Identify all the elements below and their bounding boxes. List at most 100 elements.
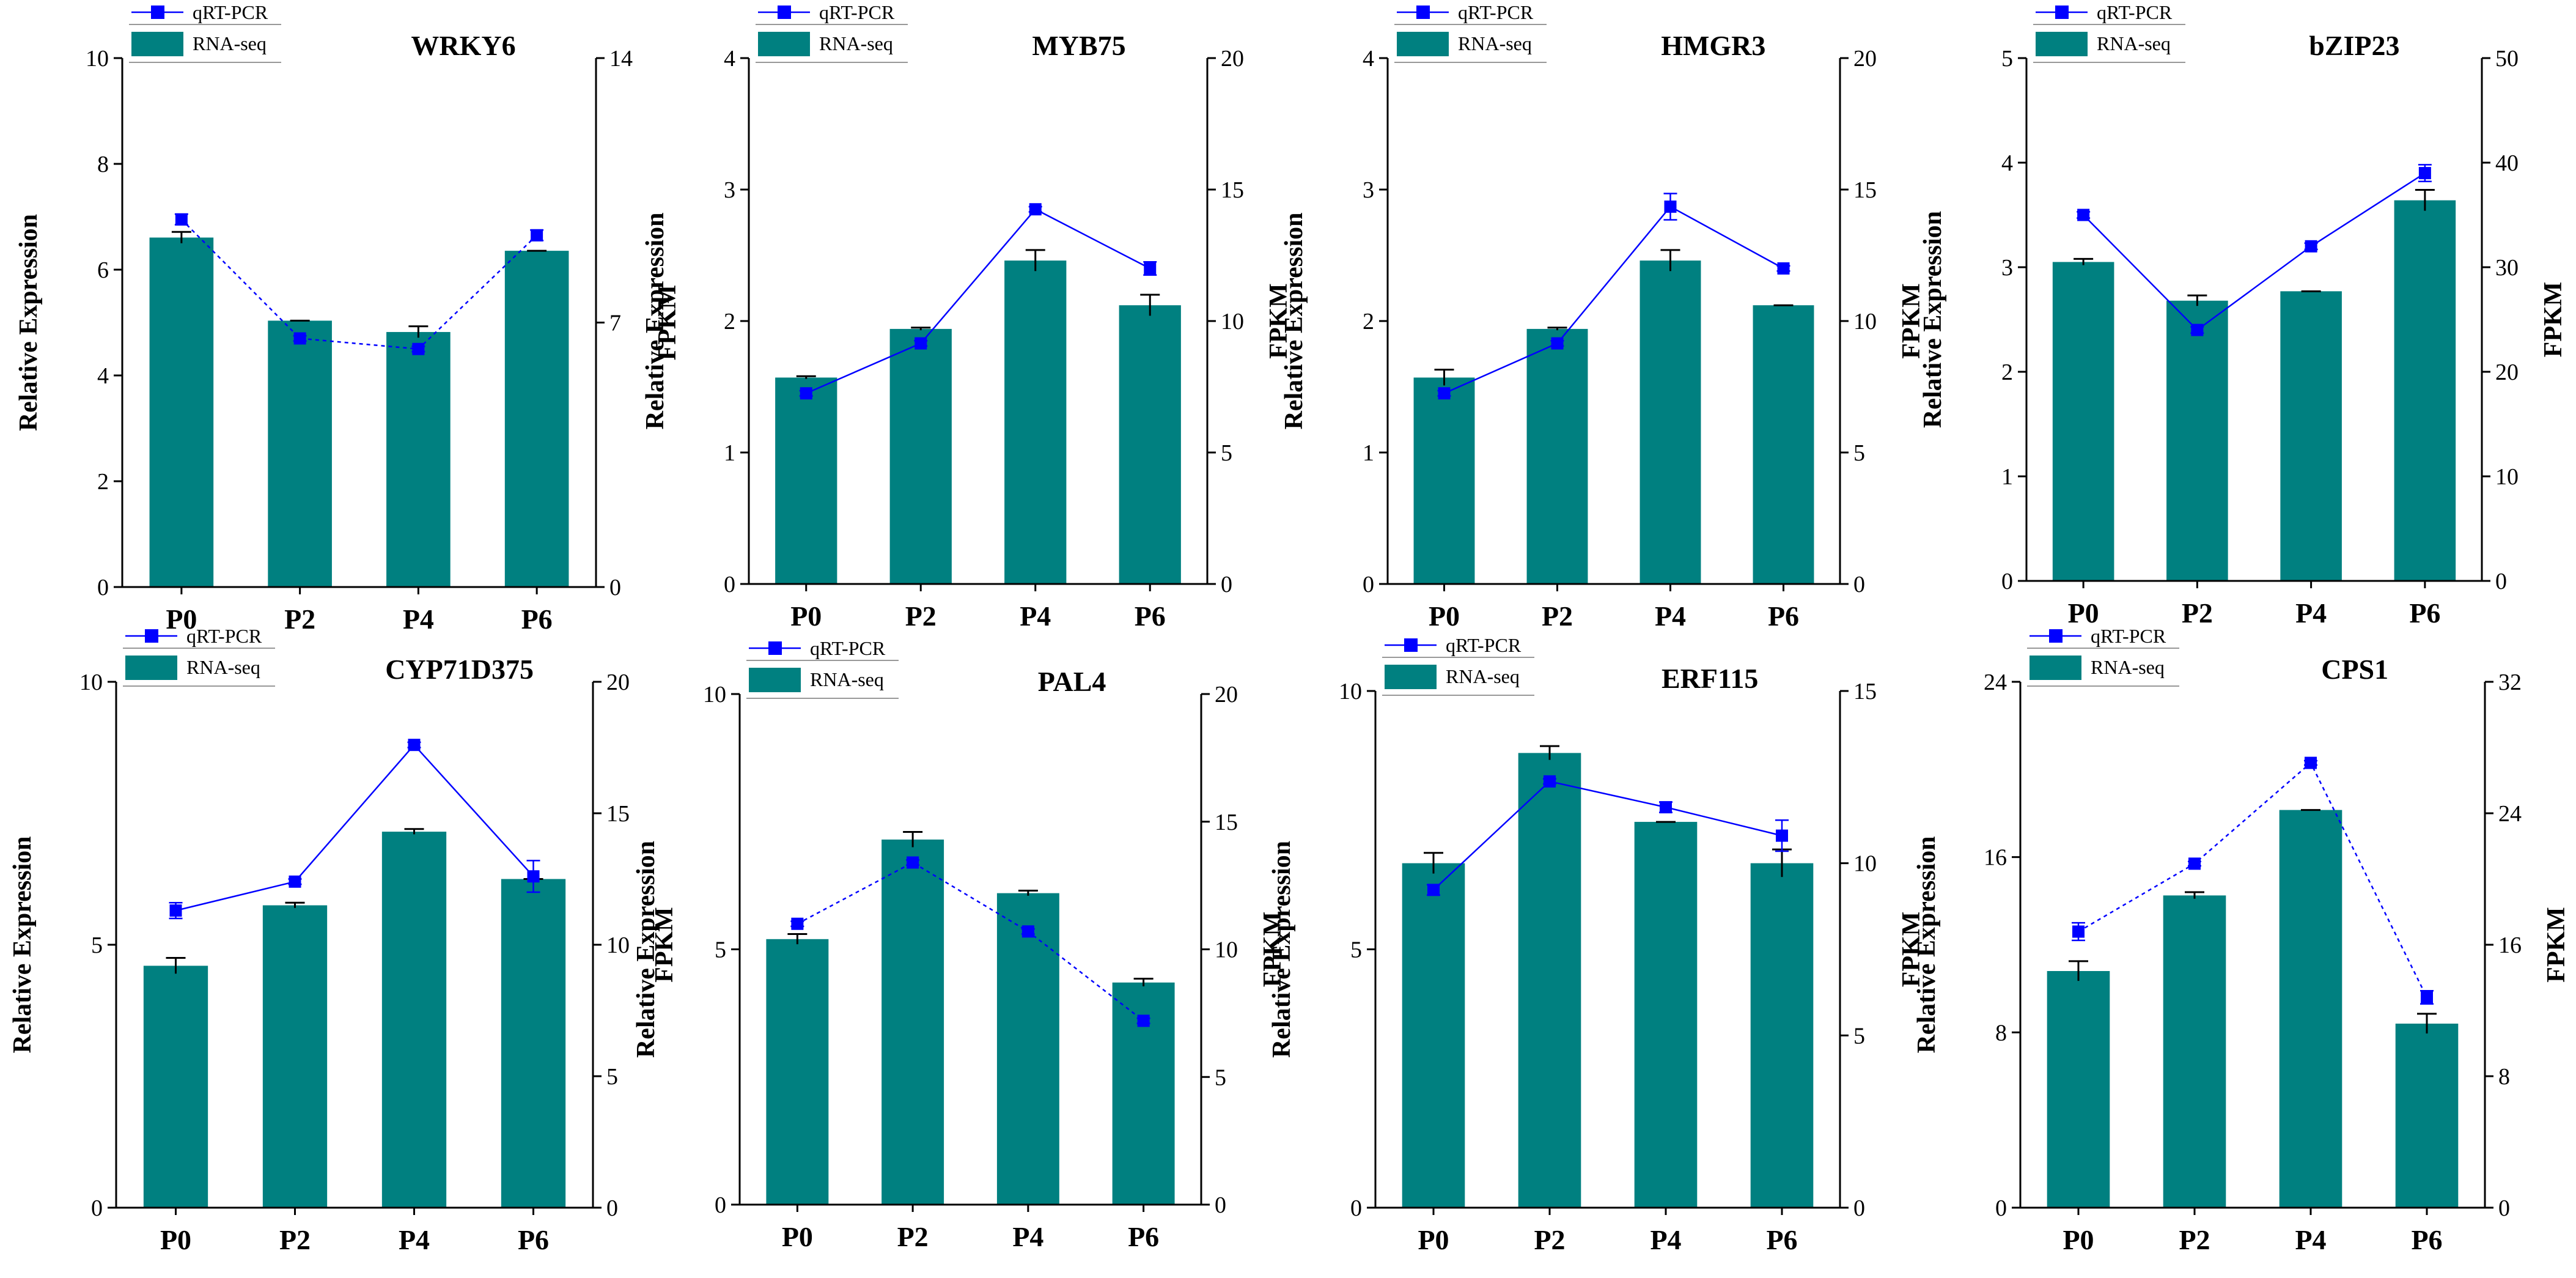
left-tick-label: 5 bbox=[91, 933, 103, 958]
point-p0 bbox=[2072, 925, 2085, 938]
left-tick-label: 2 bbox=[97, 469, 109, 495]
chart-title: bZIP23 bbox=[2309, 30, 2399, 61]
legend-label-qrt-pcr: qRT-PCR bbox=[1446, 634, 1522, 656]
legend-label-rna-seq: RNA-seq bbox=[193, 32, 267, 54]
right-tick-label: 20 bbox=[1221, 46, 1244, 72]
left-axis-title: Relative Expression bbox=[1268, 841, 1296, 1058]
legend-marker bbox=[2049, 629, 2063, 643]
category-label-p6: P6 bbox=[1135, 600, 1166, 632]
point-p4 bbox=[412, 342, 425, 355]
right-tick-label: 16 bbox=[2498, 933, 2522, 958]
category-label-p6: P6 bbox=[2411, 1224, 2442, 1255]
qrt-pcr-line bbox=[2083, 172, 2426, 331]
category-label-p4: P4 bbox=[399, 1224, 430, 1255]
right-tick-label: 7 bbox=[609, 311, 621, 336]
right-axis-title: FPKM bbox=[1259, 912, 1287, 988]
point-p0 bbox=[1438, 387, 1451, 400]
left-tick-label: 8 bbox=[97, 152, 109, 177]
right-axis-title: FPKM bbox=[1897, 283, 1926, 359]
bar-p4 bbox=[1004, 260, 1067, 585]
right-tick-label: 10 bbox=[2495, 464, 2519, 490]
category-label-p4: P4 bbox=[2295, 597, 2327, 629]
legend-label-qrt-pcr: qRT-PCR bbox=[186, 625, 262, 647]
category-label-p6: P6 bbox=[1768, 600, 1799, 632]
right-tick-label: 30 bbox=[2495, 255, 2519, 281]
category-label-p6: P6 bbox=[521, 604, 553, 635]
left-tick-label: 4 bbox=[724, 46, 735, 72]
right-tick-label: 0 bbox=[1221, 572, 1232, 597]
bar-p4 bbox=[996, 893, 1059, 1205]
point-p0 bbox=[2077, 209, 2090, 221]
category-label-p6: P6 bbox=[1766, 1224, 1797, 1255]
point-p6 bbox=[1777, 262, 1790, 275]
left-tick-label: 0 bbox=[1350, 1195, 1362, 1221]
legend-label-qrt-pcr: qRT-PCR bbox=[1458, 1, 1534, 23]
qrt-pcr-line bbox=[1443, 205, 1784, 394]
right-tick-label: 10 bbox=[1853, 851, 1877, 877]
legend-marker bbox=[768, 641, 782, 655]
legend-marker bbox=[145, 629, 158, 643]
category-label-p0: P0 bbox=[1418, 1224, 1449, 1255]
legend-marker bbox=[151, 6, 164, 19]
right-tick-label: 0 bbox=[2498, 1195, 2510, 1221]
chart-title: CYP71D375 bbox=[385, 654, 534, 685]
left-tick-label: 1 bbox=[1363, 440, 1374, 466]
category-label-p0: P0 bbox=[782, 1221, 813, 1252]
chart-title: PAL4 bbox=[1038, 666, 1106, 697]
right-tick-label: 0 bbox=[1853, 572, 1865, 597]
legend-label-rna-seq: RNA-seq bbox=[1458, 32, 1532, 54]
category-label-p4: P4 bbox=[403, 604, 434, 635]
right-tick-label: 5 bbox=[1221, 440, 1232, 466]
right-tick-label: 5 bbox=[1215, 1065, 1226, 1090]
category-label-p2: P2 bbox=[897, 1221, 929, 1252]
legend-bar-swatch bbox=[125, 656, 177, 680]
point-p0 bbox=[791, 917, 804, 930]
chart-title: ERF115 bbox=[1662, 663, 1758, 694]
left-tick-label: 1 bbox=[724, 440, 735, 466]
left-tick-label: 5 bbox=[715, 937, 726, 963]
chart-title: WRKY6 bbox=[411, 30, 515, 61]
right-tick-label: 0 bbox=[2495, 569, 2507, 594]
left-axis-title: Relative Expression bbox=[641, 212, 669, 429]
chart-title: HMGR3 bbox=[1661, 30, 1765, 61]
point-p2 bbox=[289, 875, 301, 888]
left-tick-label: 3 bbox=[2001, 255, 2013, 281]
bar-p6 bbox=[1753, 305, 1814, 584]
left-tick-label: 3 bbox=[724, 177, 735, 203]
legend-bar-swatch bbox=[758, 32, 810, 56]
qrt-pcr-line bbox=[175, 744, 534, 912]
right-tick-label: 0 bbox=[1215, 1192, 1226, 1218]
chart-panel-cps1: 0 8 16 24 0 8 16 24 32 P0 P2 P4 P6 Relative Expressio… bbox=[1913, 625, 2570, 1255]
category-label-p2: P2 bbox=[284, 604, 315, 635]
right-tick-label: 15 bbox=[1853, 679, 1877, 704]
left-tick-label: 6 bbox=[97, 257, 109, 283]
chart-panel-erf115: 0 5 10 0 5 10 15 P0 P2 P4 P6 Relative Expression FPK… bbox=[1268, 634, 1926, 1255]
category-label-p2: P2 bbox=[1534, 1224, 1565, 1255]
legend-bar-swatch bbox=[2030, 656, 2081, 680]
point-p4 bbox=[1029, 203, 1042, 216]
left-tick-label: 10 bbox=[1339, 679, 1362, 704]
point-p4 bbox=[408, 739, 421, 752]
right-axis-title: FPKM bbox=[1265, 283, 1293, 359]
category-label-p6: P6 bbox=[518, 1224, 549, 1255]
qrt-pcr-line bbox=[1433, 780, 1783, 891]
right-axis-title: FPKM bbox=[2542, 907, 2570, 983]
legend-marker bbox=[1404, 638, 1418, 652]
category-label-p2: P2 bbox=[1542, 600, 1573, 632]
legend-label-qrt-pcr: qRT-PCR bbox=[819, 1, 895, 23]
left-tick-label: 24 bbox=[1984, 670, 2007, 695]
left-tick-label: 4 bbox=[2001, 150, 2013, 176]
bar-p4 bbox=[381, 832, 447, 1208]
bar-p4 bbox=[386, 331, 451, 587]
left-tick-label: 1 bbox=[2001, 464, 2013, 490]
category-label-p2: P2 bbox=[279, 1224, 311, 1255]
point-p2 bbox=[914, 337, 927, 350]
bar-p2 bbox=[1518, 753, 1581, 1208]
right-tick-label: 10 bbox=[1853, 309, 1877, 334]
qrt-pcr-line bbox=[797, 862, 1144, 1022]
left-tick-label: 8 bbox=[1995, 1020, 2007, 1046]
left-tick-label: 10 bbox=[86, 46, 109, 72]
left-tick-label: 0 bbox=[97, 575, 109, 600]
right-tick-label: 0 bbox=[606, 1195, 618, 1221]
